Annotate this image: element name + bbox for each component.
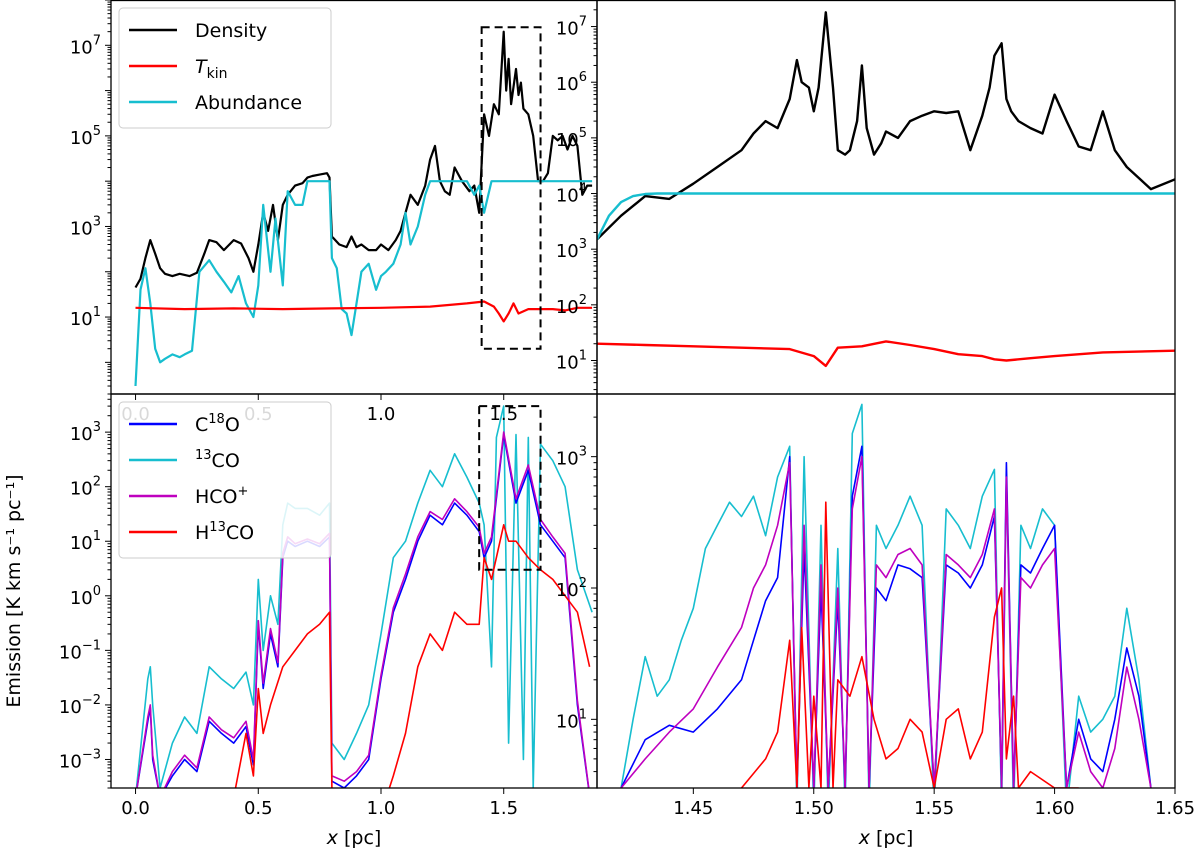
y-tick-label: 101 xyxy=(556,348,587,373)
legend-label: Tkin xyxy=(195,56,227,82)
y-tick-label: 10−3 xyxy=(59,747,101,772)
legend-label: Abundance xyxy=(195,92,302,114)
y-tick-label: 101 xyxy=(70,529,101,554)
series-abundance-line xyxy=(134,180,593,387)
x-tick-label: 1.0 xyxy=(367,798,396,819)
y-tick-label: 10−2 xyxy=(59,693,101,718)
series-h13co-line xyxy=(234,524,591,788)
series-tkin-line xyxy=(597,340,1175,368)
x-tick-label: 1.45 xyxy=(673,798,713,819)
y-tick-label: 107 xyxy=(556,15,587,40)
x-tick-label: 1.5 xyxy=(489,798,518,819)
y-axis-label-bottom: Emission [K km s⁻¹ pc⁻¹] xyxy=(3,474,25,707)
legend-layer: Density Tkin Abundance C18O 13CO HCO+ H13CO xyxy=(118,7,332,559)
x-tick-label: 0.0 xyxy=(121,798,150,819)
plot-area-bottom-right xyxy=(620,403,1152,788)
y-tick-label: 100 xyxy=(70,584,101,609)
plot-area-bottom-left xyxy=(135,405,593,788)
y-tick-label: 101 xyxy=(556,707,587,732)
x-tick-label: 1.5 xyxy=(489,404,518,425)
legend-box xyxy=(118,7,332,129)
y-tick-label: 105 xyxy=(556,126,587,151)
axes-frames xyxy=(110,0,1176,789)
y-tick-label: 102 xyxy=(556,576,587,601)
y-tick-label: 102 xyxy=(70,475,101,500)
x-tick-label: 1.60 xyxy=(1035,798,1075,819)
y-tick-label: 103 xyxy=(556,237,587,262)
tick-layer: 101 103 105 107 0.0 0.5 1.0 1.5 101 102 103 104 105 1… xyxy=(59,0,1195,819)
legend-label: C18O xyxy=(195,412,240,436)
legend-bottom-left: C18O 13CO HCO+ H13CO xyxy=(118,401,332,559)
legend-top-left: Density Tkin Abundance xyxy=(118,7,332,129)
series-h13co-line xyxy=(740,501,1079,788)
y-tick-label: 105 xyxy=(70,124,101,149)
x-tick-label: 1.0 xyxy=(367,404,396,425)
series-density-line xyxy=(134,30,593,289)
y-tick-label: 10−1 xyxy=(59,638,101,663)
x-axis-label-right: x [pc] xyxy=(858,827,914,849)
y-tick-label: 103 xyxy=(556,445,587,470)
x-tick-label: 0.5 xyxy=(244,798,273,819)
plot-area-top-left xyxy=(134,30,593,387)
x-tick-label: 1.55 xyxy=(914,798,954,819)
x-axis-label-left: x [pc] xyxy=(326,827,382,849)
series-13co-line xyxy=(135,405,593,788)
plot-layer xyxy=(134,11,1175,788)
y-tick-label: 101 xyxy=(70,305,101,330)
legend-label: H13CO xyxy=(195,520,254,544)
legend-label: Density xyxy=(195,20,267,42)
series-hco-line xyxy=(620,455,1152,788)
legend-box xyxy=(118,401,332,559)
series-13co-line xyxy=(620,403,1152,788)
y-tick-label: 103 xyxy=(70,214,101,239)
y-tick-label: 106 xyxy=(556,70,587,95)
zoom-box xyxy=(480,26,542,350)
plot-area-top-right xyxy=(597,11,1175,368)
zoom-box xyxy=(478,405,542,571)
axes-frame-bottom-right xyxy=(596,393,1176,789)
series-c18o-line xyxy=(620,445,1152,788)
y-tick-label: 102 xyxy=(556,293,587,318)
axes-frame-top-right xyxy=(596,0,1176,395)
legend-label: HCO+ xyxy=(195,484,248,508)
legend-label: 13CO xyxy=(195,448,240,472)
series-tkin-line xyxy=(135,300,593,323)
x-tick-label: 1.65 xyxy=(1155,798,1195,819)
y-tick-label: 103 xyxy=(70,420,101,445)
y-tick-label: 104 xyxy=(556,182,587,207)
series-abundance-line xyxy=(597,192,1175,240)
series-density-line xyxy=(597,11,1175,241)
x-tick-label: 1.50 xyxy=(794,798,834,819)
y-tick-label: 107 xyxy=(70,33,101,58)
